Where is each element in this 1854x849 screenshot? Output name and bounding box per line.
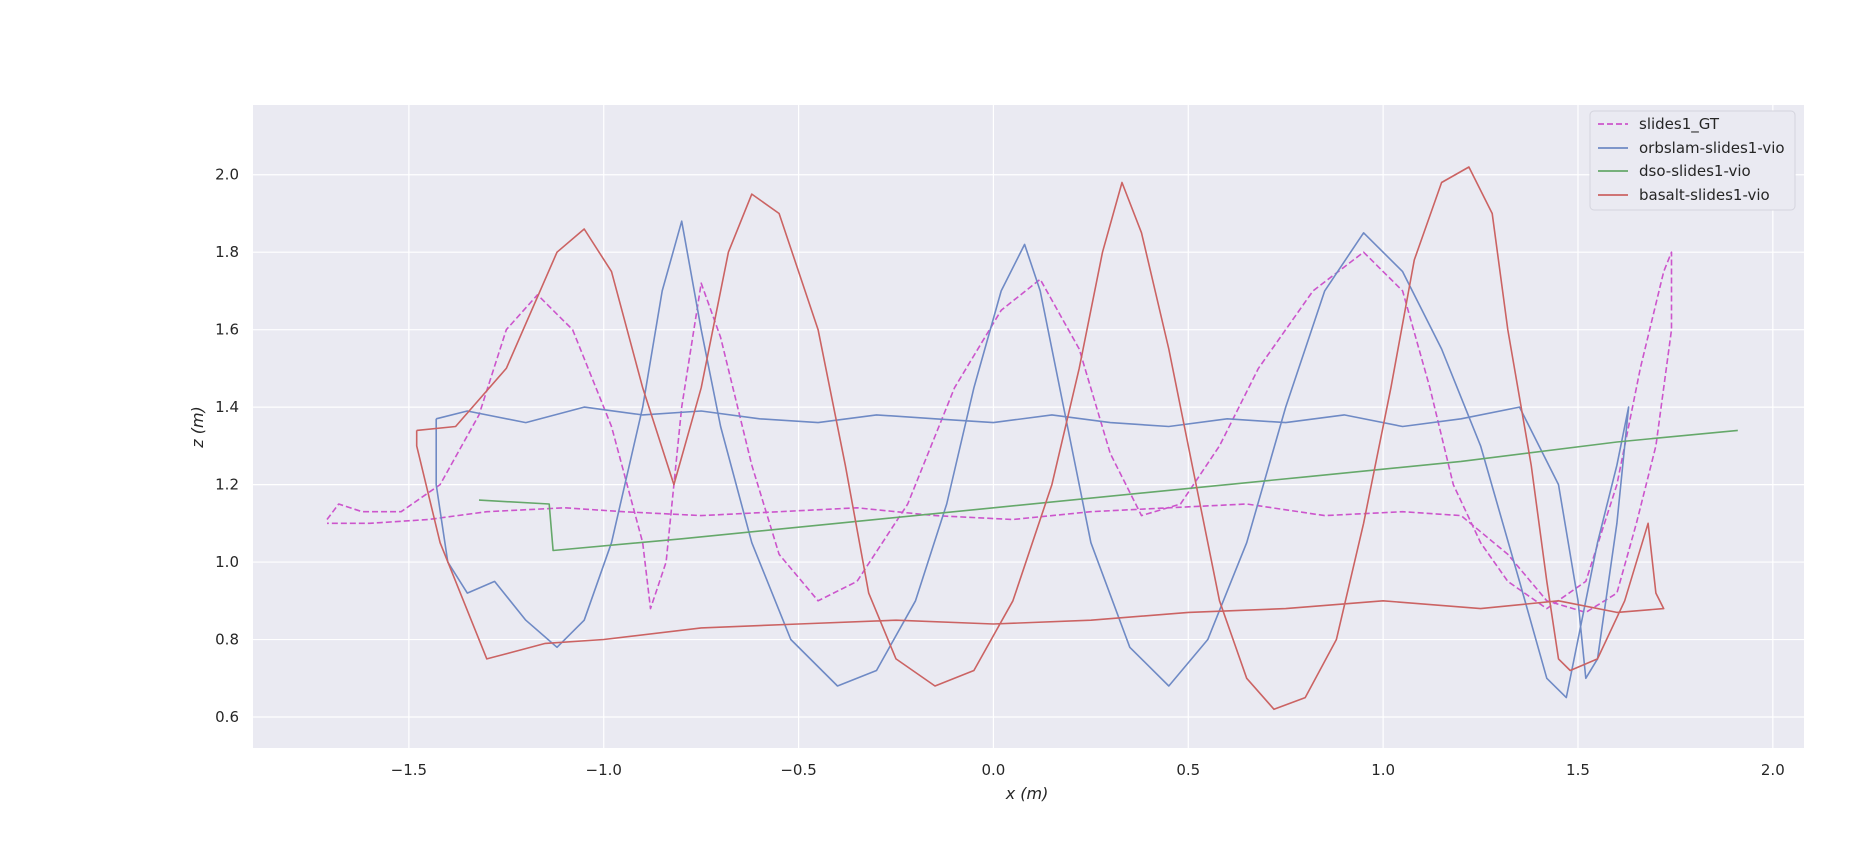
- y-tick-label: 0.8: [215, 631, 239, 649]
- grid-lines: [253, 105, 1804, 748]
- legend-label-orbslam: orbslam-slides1-vio: [1639, 139, 1785, 157]
- x-tick-labels: −1.5 −1.0 −0.5 0.0 0.5 1.0 1.5 2.0: [391, 761, 1785, 779]
- y-tick-label: 1.2: [215, 476, 239, 494]
- y-tick-label: 1.6: [215, 321, 239, 339]
- y-tick-label: 2.0: [215, 166, 239, 184]
- x-tick-label: −0.5: [780, 761, 816, 779]
- x-tick-label: 2.0: [1761, 761, 1785, 779]
- plot-background: [253, 105, 1804, 748]
- x-tick-label: 1.0: [1371, 761, 1395, 779]
- series-line-dso-slides1-vio: [478, 429, 1738, 552]
- series-line-orbslam-slides1-vio: [435, 220, 1630, 699]
- legend-label-gt: slides1_GT: [1639, 115, 1720, 134]
- x-tick-label: 1.5: [1566, 761, 1590, 779]
- legend-box: [1589, 110, 1796, 211]
- legend-label-basalt: basalt-slides1-vio: [1639, 186, 1770, 204]
- x-axis-label: x (m): [1005, 784, 1049, 803]
- x-tick-label: −1.0: [586, 761, 622, 779]
- x-tick-label: 0.5: [1176, 761, 1200, 779]
- y-tick-label: 0.6: [215, 708, 239, 726]
- y-tick-label: 1.0: [215, 553, 239, 571]
- y-axis-label: z (m): [188, 406, 207, 449]
- y-tick-label: 1.8: [215, 243, 239, 261]
- series-line-slides1-gt: [326, 251, 1673, 614]
- series-line-basalt-slides1-vio: [415, 166, 1665, 711]
- legend: slides1_GT orbslam-slides1-vio dso-slide…: [1589, 110, 1796, 211]
- series-layer: [326, 166, 1738, 711]
- y-tick-label: 1.4: [215, 398, 239, 416]
- x-tick-label: 0.0: [981, 761, 1005, 779]
- x-tick-label: −1.5: [391, 761, 427, 779]
- legend-label-dso: dso-slides1-vio: [1639, 162, 1751, 180]
- y-tick-labels: 0.6 0.8 1.0 1.2 1.4 1.6 1.8 2.0: [215, 166, 239, 726]
